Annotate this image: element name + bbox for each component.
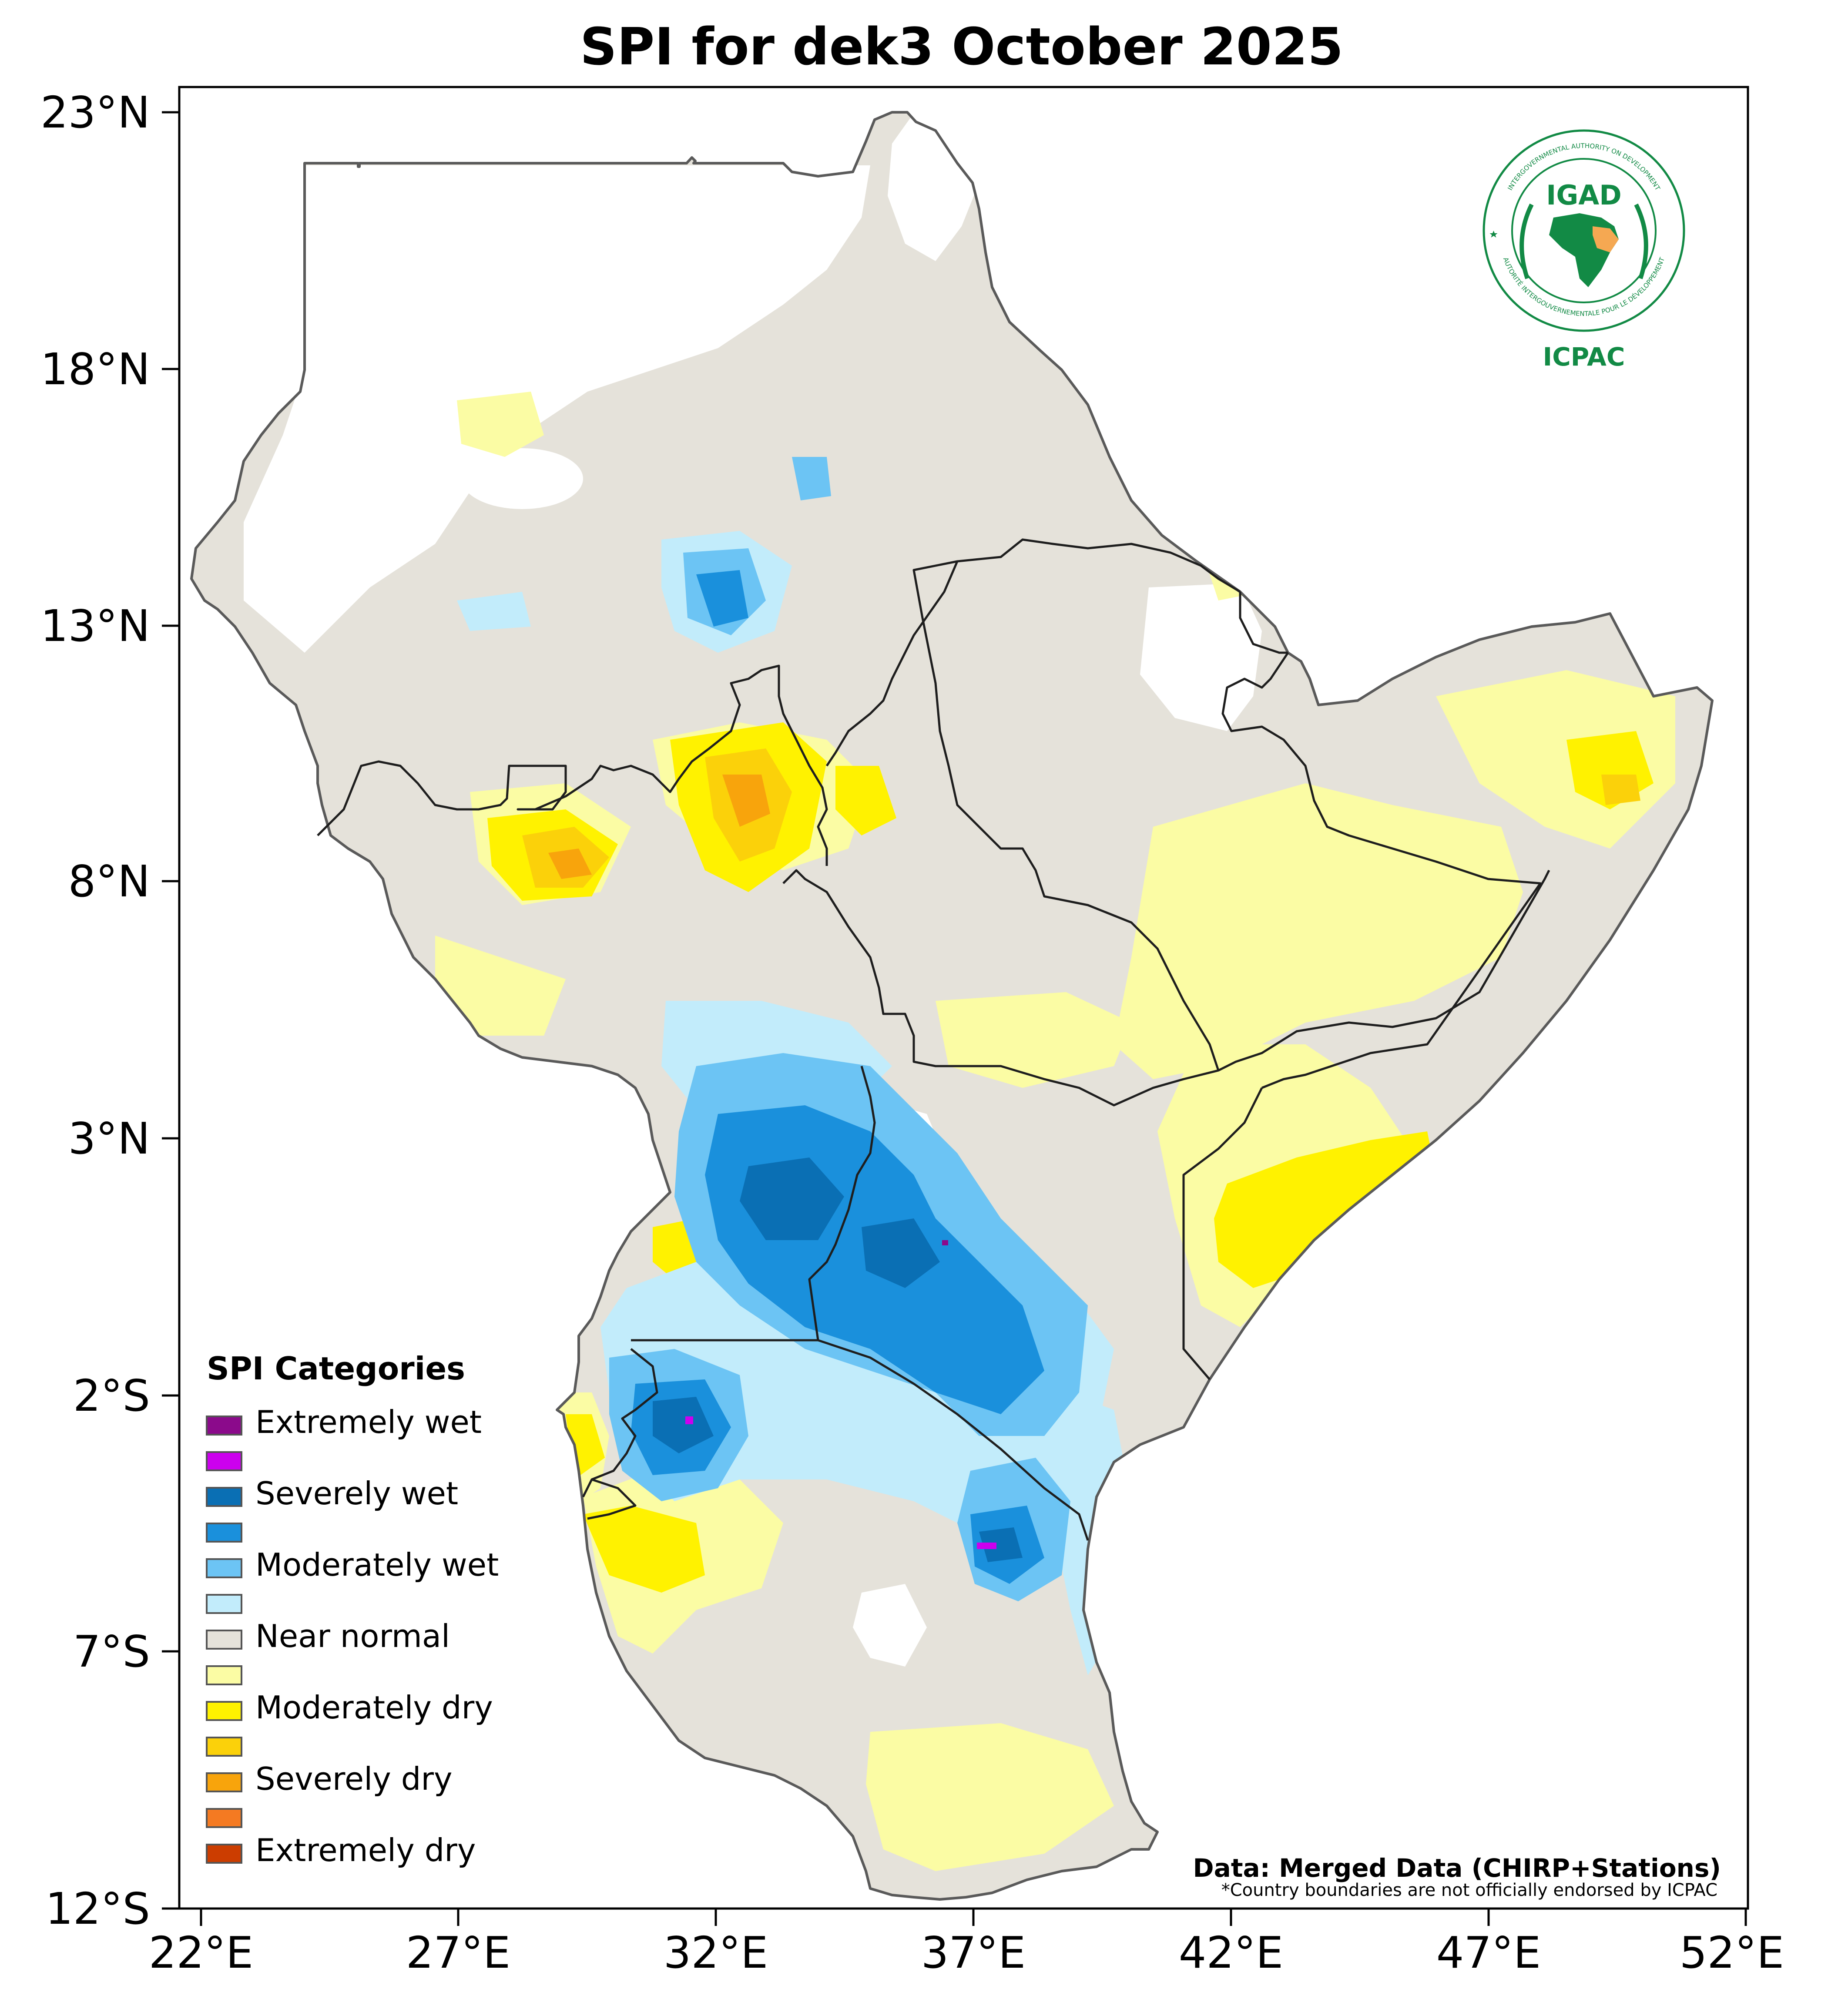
- laurel-left-icon: [1519, 203, 1534, 279]
- lat-tick-label: 18°N: [40, 344, 150, 395]
- lat-tick-label: 7°S: [73, 1626, 150, 1677]
- map-frame: [178, 86, 1749, 1910]
- longitude-labels: 22°E 27°E 32°E 37°E 42°E 47°E 52°E: [149, 1927, 1784, 1978]
- lat-tick-label: 12°S: [45, 1883, 150, 1934]
- spi-data-layer: [191, 112, 1712, 1899]
- legend-label: Severely wet: [255, 1475, 458, 1512]
- longitude-axis: [200, 1909, 1747, 1926]
- boundary-disclaimer: *Country boundaries are not officially e…: [1221, 1880, 1717, 1900]
- legend-label: Extremely wet: [255, 1404, 482, 1440]
- legend-label: Moderately wet: [255, 1546, 499, 1583]
- legend-label: Moderately dry: [255, 1689, 493, 1726]
- lon-tick-label: 42°E: [1179, 1927, 1283, 1978]
- legend-swatch: [206, 1772, 242, 1792]
- legend-title: SPI Categories: [207, 1350, 465, 1387]
- lon-tick-label: 27°E: [406, 1927, 510, 1978]
- legend-swatch: [206, 1487, 242, 1507]
- legend: SPI Categories Extremely wet Severely wet…: [206, 1350, 499, 1868]
- legend-swatch: [206, 1665, 242, 1685]
- legend-label: Extremely dry: [255, 1832, 476, 1868]
- legend-swatch: [206, 1808, 242, 1828]
- logo-igad-text: IGAD: [1546, 179, 1621, 211]
- lat-tick-label: 8°N: [68, 856, 150, 907]
- lon-tick-label: 47°E: [1436, 1927, 1541, 1978]
- legend-swatch: [206, 1523, 242, 1543]
- legend-swatch: [206, 1594, 242, 1614]
- legend-swatch: [206, 1844, 242, 1864]
- lon-tick-label: 22°E: [149, 1927, 253, 1978]
- latitude-axis: [162, 111, 179, 1910]
- legend-swatch: [206, 1558, 242, 1578]
- lon-tick-label: 37°E: [921, 1927, 1026, 1978]
- legend-swatch: [206, 1701, 242, 1721]
- laurel-right-icon: [1634, 203, 1648, 279]
- lon-tick-label: 52°E: [1680, 1927, 1784, 1978]
- legend-label: Severely dry: [255, 1761, 453, 1797]
- legend-swatch: [206, 1416, 242, 1436]
- lat-tick-label: 2°S: [73, 1370, 150, 1421]
- data-source-credit: Data: Merged Data (CHIRP+Stations): [1193, 1853, 1721, 1883]
- latitude-labels: 23°N 18°N 13°N 8°N 3°N 2°S 7°S 12°S: [40, 87, 150, 1934]
- legend-items: Extremely wet Severely wet Moderately wet N…: [206, 1404, 499, 1868]
- legend-swatch: [206, 1737, 242, 1757]
- igad-icpac-logo: INTERGOVERNMENTAL AUTHORITY ON DEVELOPME…: [1482, 129, 1685, 372]
- logo-icpac-text: ICPAC: [1543, 342, 1625, 372]
- lat-tick-label: 3°N: [68, 1113, 150, 1164]
- legend-label: Near normal: [255, 1618, 450, 1654]
- lat-tick-label: 23°N: [40, 87, 150, 138]
- lat-tick-label: 13°N: [40, 600, 150, 651]
- legend-swatch: [206, 1451, 242, 1471]
- lon-tick-label: 32°E: [664, 1927, 768, 1978]
- map-title: SPI for dek3 October 2025: [580, 17, 1343, 77]
- map-area: [178, 86, 1749, 1910]
- logo-inner-ring: [1511, 158, 1657, 303]
- igad-region-icon: [1593, 226, 1619, 252]
- country-borders: [317, 538, 1550, 1541]
- legend-swatch: [206, 1630, 242, 1650]
- star-icon: [1489, 231, 1498, 238]
- region-outline: [190, 111, 1714, 1901]
